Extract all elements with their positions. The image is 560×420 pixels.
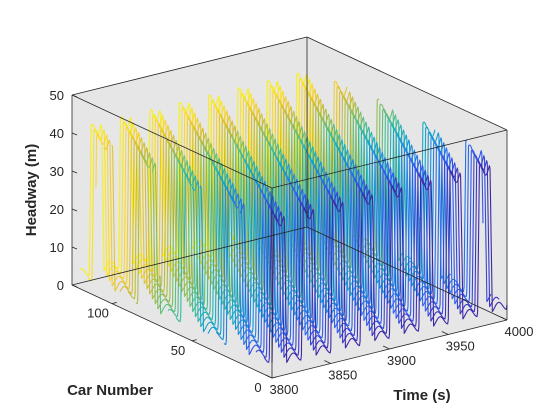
headway-line-car-80 (143, 98, 380, 305)
back-bottom-edge (71, 226, 308, 286)
front-top-edge (271, 129, 508, 189)
z-tick-mark (71, 94, 78, 98)
z-tick-label: 10 (50, 240, 64, 255)
z-tick-label: 0 (57, 278, 64, 293)
z-tick-label: 30 (50, 164, 64, 179)
y-tick-label: 0 (254, 380, 261, 395)
x-tick-label: 3850 (328, 368, 357, 383)
z-tick-mark (71, 284, 78, 288)
y-tick-mark (191, 339, 197, 342)
headway-line-car-100 (111, 85, 348, 292)
x-tick-mark (500, 316, 508, 321)
z-axis-label: Headway (m) (23, 144, 40, 237)
left-top-edge (71, 94, 273, 189)
headway-line-car-45 (199, 126, 436, 333)
y-tick-label: 100 (87, 306, 109, 321)
x-tick-label: 3950 (446, 339, 475, 354)
y-axis-label: Car Number (67, 382, 153, 399)
y-tick-mark (271, 376, 277, 379)
z-tick-label: 40 (50, 126, 64, 141)
x-tick-label: 3800 (270, 382, 299, 397)
x-tick-label: 4000 (505, 324, 534, 339)
headway-line-car-35 (215, 136, 451, 341)
y-tick-mark (111, 302, 117, 304)
x-tick-mark (265, 374, 273, 379)
x-axis-label: Time (s) (393, 387, 450, 404)
headway-line-car-10 (255, 154, 492, 358)
z-tick-mark (71, 246, 78, 250)
x-tick-mark (441, 331, 449, 335)
x-tick-mark (382, 345, 390, 350)
headway-series-group (79, 72, 508, 363)
y-tick-label: 50 (171, 343, 185, 358)
back-top-edge (71, 36, 308, 96)
x-tick-label: 3900 (387, 353, 416, 368)
z-tick-mark (71, 170, 78, 174)
right-top-edge (306, 36, 508, 131)
headway-line-car-15 (247, 149, 484, 356)
x-tick-mark (324, 360, 331, 364)
z-tick-mark (71, 132, 78, 136)
y-axis-line (71, 284, 273, 379)
z-tick-mark (71, 208, 78, 212)
right-bottom-edge (306, 226, 508, 321)
headway-line-car-0 (271, 164, 508, 363)
axes-box-edges (71, 36, 508, 379)
headway-line-car-5 (263, 159, 500, 363)
z-tick-label: 50 (50, 88, 64, 103)
z-tick-label: 20 (50, 202, 64, 217)
axis-ticks-group: 3800 3850 3900 3950 4000 0 50 100 0 10 20 30 40 50 (50, 88, 534, 397)
